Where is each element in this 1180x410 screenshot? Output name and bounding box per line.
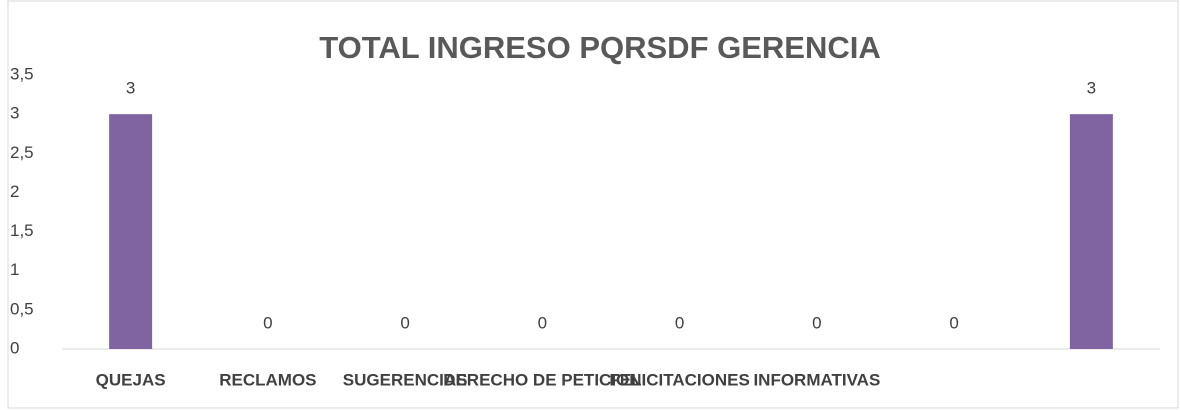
data-label: 0 [675, 313, 684, 332]
y-tick-label: 1,5 [10, 221, 34, 240]
x-tick-label: DERECHO DE PETICION [443, 370, 641, 389]
data-label: 0 [538, 313, 547, 332]
y-tick-label: 0 [10, 338, 19, 357]
y-tick-label: 3 [10, 104, 19, 123]
y-tick-label: 2,5 [10, 143, 34, 162]
bar [109, 114, 153, 350]
chart-title: TOTAL INGRESO PQRSDF GERENCIA [319, 30, 881, 65]
y-tick-label: 1 [10, 260, 19, 279]
y-tick-label: 0,5 [10, 299, 34, 318]
data-label: 0 [812, 313, 821, 332]
data-label: 3 [126, 79, 135, 98]
x-tick-label: FELICITACIONES [609, 370, 749, 389]
data-label: 3 [1087, 79, 1096, 98]
y-tick-label: 2 [10, 182, 19, 201]
x-tick-label: INFORMATIVAS [753, 370, 880, 389]
x-tick-label: SUGERENCIAS [343, 370, 468, 389]
x-tick-label: RECLAMOS [219, 370, 316, 389]
data-label: 0 [949, 313, 958, 332]
x-tick-label: QUEJAS [96, 370, 166, 389]
data-label: 0 [400, 313, 409, 332]
bar [1069, 114, 1113, 350]
chart-frame [7, 0, 1179, 409]
y-tick-label: 3,5 [10, 64, 34, 83]
data-label: 0 [263, 313, 272, 332]
